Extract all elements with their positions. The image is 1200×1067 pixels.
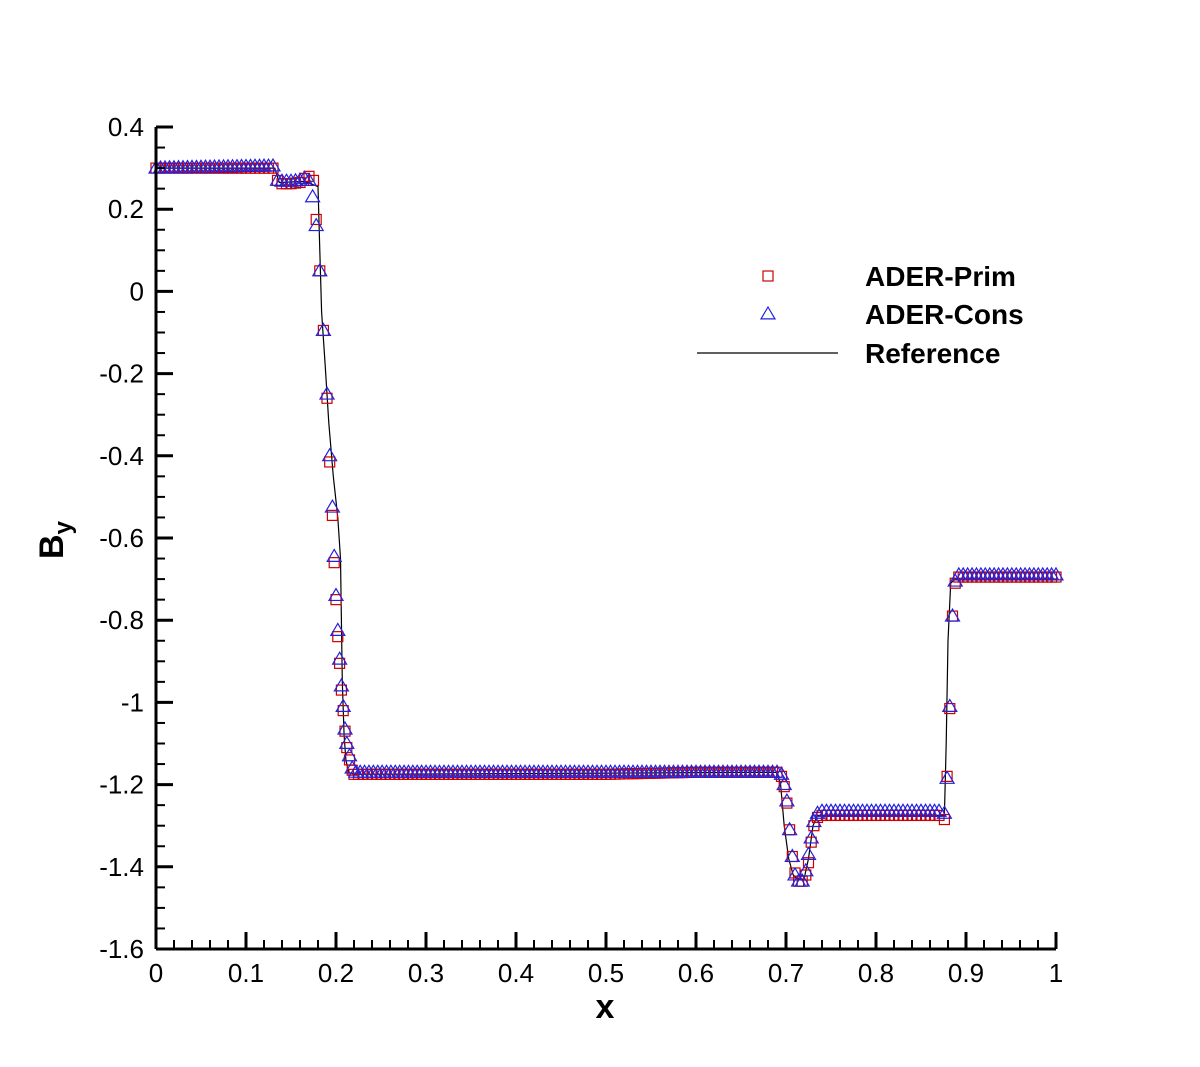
point-triangle: [269, 172, 286, 186]
point-triangle: [321, 447, 338, 462]
point-square: [332, 631, 344, 643]
point-triangle: [333, 677, 350, 692]
point-triangle: [296, 170, 313, 184]
point-triangle: [264, 157, 282, 172]
point-square: [326, 509, 338, 521]
legend-square-symbol: [762, 270, 774, 282]
point-triangle: [776, 776, 793, 791]
series-ader-cons: [147, 157, 1065, 887]
point-triangle: [308, 217, 325, 232]
point-triangle: [805, 813, 822, 828]
point-triangle: [335, 698, 352, 713]
y-tick-label: -1: [121, 687, 144, 717]
point-square: [808, 820, 820, 832]
y-tick-label: -1.2: [99, 770, 144, 800]
x-tick-label: 0: [149, 958, 163, 988]
y-tick-label: 0.2: [108, 194, 144, 224]
x-tick-label: 0.6: [678, 958, 714, 988]
point-triangle: [338, 735, 355, 750]
y-tick-label: 0.4: [108, 112, 144, 142]
x-axis: 0 0.1 0.2 0.3 0.4 0.5 0.6 0.7 0.8 0.9 1: [149, 932, 1063, 988]
point-triangle: [797, 862, 814, 877]
x-tick-label: 0.7: [768, 958, 804, 988]
point-triangle: [768, 764, 786, 778]
y-tick-label: 0: [130, 276, 144, 306]
point-triangle: [778, 792, 795, 807]
point-triangle: [311, 262, 328, 277]
x-tick-label: 0.8: [858, 958, 894, 988]
point-triangle: [803, 829, 820, 844]
point-square: [805, 836, 817, 848]
legend: ADER-Prim ADER-Cons Reference: [697, 261, 1024, 369]
x-tick-label: 0.3: [408, 958, 444, 988]
point-triangle: [318, 385, 336, 400]
point-triangle: [784, 848, 801, 863]
x-tick-label: 0.4: [498, 958, 534, 988]
point-square: [310, 213, 322, 226]
point-square: [324, 456, 336, 468]
point-triangle: [939, 770, 956, 784]
point-triangle: [941, 698, 958, 713]
point-triangle: [291, 172, 309, 186]
x-tick-label: 0.5: [588, 958, 624, 988]
point-triangle: [315, 322, 332, 336]
x-tick-label: 1: [1049, 958, 1063, 988]
plot-area: [147, 157, 1065, 887]
legend-label: ADER-Cons: [865, 299, 1024, 330]
x-tick-label: 0.9: [948, 958, 984, 988]
point-square: [334, 657, 346, 669]
point-square: [321, 392, 333, 404]
y-tick-label: -1.4: [99, 852, 144, 882]
y-tick-label: -0.8: [99, 605, 144, 635]
point-triangle: [1047, 566, 1065, 581]
point-triangle: [327, 587, 345, 602]
x-tick-label: 0.1: [228, 958, 264, 988]
y-axis-title-main: B: [33, 534, 71, 559]
point-triangle: [344, 759, 361, 774]
point-triangle: [329, 622, 346, 636]
y-axis-title-subscript: y: [50, 520, 77, 534]
y-tick-label: -0.4: [99, 441, 144, 471]
svg-text:By: By: [33, 520, 77, 559]
point-square: [328, 557, 340, 569]
y-tick-label: -1.6: [99, 934, 144, 964]
y-tick-label: -0.6: [99, 523, 144, 553]
x-tick-label: 0.2: [318, 958, 354, 988]
point-triangle: [336, 720, 354, 735]
point-triangle: [324, 498, 341, 513]
y-axis-title: By: [33, 520, 77, 559]
y-tick-label: -0.2: [99, 359, 144, 389]
point-square: [335, 684, 347, 696]
point-triangle: [331, 651, 348, 665]
point-square: [330, 594, 342, 606]
point-triangle: [809, 805, 826, 819]
point-triangle: [944, 607, 961, 622]
point-triangle: [300, 172, 318, 186]
point-triangle: [341, 747, 358, 762]
legend-triangle-symbol: [759, 305, 777, 320]
legend-label: ADER-Prim: [865, 261, 1016, 292]
point-triangle: [326, 548, 343, 562]
point-triangle: [794, 873, 811, 887]
point-triangle: [773, 766, 790, 780]
y-axis: 0.4 0.2 0 -0.2 -0.4 -0.6 -0.8 -1 -1.2 -1.4 -1.6: [99, 112, 173, 964]
legend-label: Reference: [865, 338, 1000, 369]
point-square: [337, 705, 349, 717]
point-triangle: [800, 846, 817, 860]
point-triangle: [936, 805, 953, 819]
point-triangle: [304, 188, 321, 203]
point-triangle: [781, 821, 798, 836]
x-axis-title: x: [596, 988, 615, 1026]
